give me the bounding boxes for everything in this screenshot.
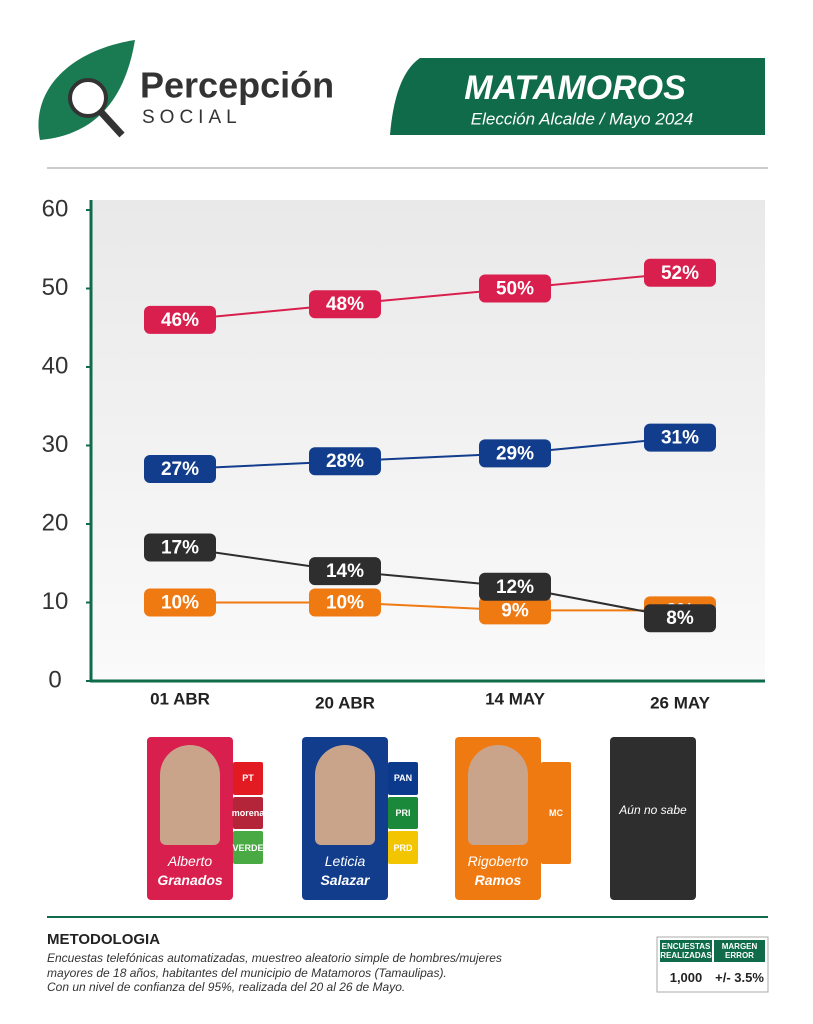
candidate-photo [160,745,220,845]
y-tick-label: 0 [48,666,61,693]
methodology-title: METODOLOGIA [47,931,160,948]
data-label-box [144,533,216,562]
methodology-text: mayores de 18 años, habitantes del munic… [47,965,447,980]
data-label: 52% [661,263,699,284]
data-label-box [144,305,216,334]
x-tick-label: 14 MAY [485,689,546,708]
data-label: 10% [326,593,364,614]
methodology-text: Con un nivel de confianza del 95%, reali… [47,980,406,994]
party-logo: PRI [388,796,418,830]
candidate-photo [468,745,528,845]
data-label-box [479,274,551,303]
data-label: 14% [326,561,364,582]
logo-handle [98,109,125,138]
x-tick-label: 20 ABR [315,693,375,712]
data-label: 17% [161,538,199,559]
data-label-box [479,572,551,601]
series-line [179,436,681,471]
data-label-box [644,423,716,452]
candidate-card: Rigoberto Ramos [455,737,541,900]
data-label-box [309,557,381,586]
data-label: 9% [501,600,529,621]
table-header: MARGEN ERROR [714,940,765,962]
party-logo: VERDE [233,831,264,864]
party-logo: PAN [388,762,418,795]
candidate-photo [315,745,375,845]
party-logo: MC [541,762,571,864]
series-line [179,546,681,620]
candidate-card: Alberto Granados [147,737,233,900]
data-label-box [479,439,551,468]
legend-entry: Alberto Granados [157,853,223,888]
data-label: 31% [661,428,699,449]
legend-entry: Leticia Salazar [320,853,370,888]
logo-lens [68,78,108,118]
table-value: +/- 3.5% [715,970,764,985]
data-label-box [144,588,216,617]
data-label-box [309,447,381,476]
legend-entry: Rigoberto Ramos [467,853,529,888]
data-label-box [479,596,551,625]
table-header: ENCUESTAS REALIZADAS [660,940,712,962]
data-label: 10% [161,593,199,614]
data-label: 50% [496,279,534,300]
y-tick-label: 50 [42,274,69,301]
data-label: 29% [496,443,534,464]
x-tick-label: 01 ABR [150,689,210,708]
data-label: 8% [666,608,694,629]
y-tick-label: 60 [42,195,69,222]
data-label-box [309,588,381,617]
data-label: 28% [326,451,364,472]
candidate-card: Aún no sabe [610,737,696,900]
city: MATAMOROS [464,69,686,107]
subtitle: Elección Alcalde / Mayo 2024 [471,109,693,128]
brand: Percepción [140,65,334,106]
data-label: 46% [161,310,199,331]
x-tick-label: 26 MAY [650,693,711,712]
data-label-box [309,290,381,319]
table-value: 1,000 [669,970,703,985]
banner [390,58,765,135]
brand-sub: SOCIAL [142,107,242,128]
y-tick-label: 40 [42,352,69,379]
data-label-box [644,604,716,633]
data-label: 48% [326,294,364,315]
y-tick-label: 20 [42,509,69,536]
data-label: 12% [496,577,534,598]
methodology-text: Encuestas telefónicas automatizadas, mue… [47,951,502,965]
series-line [180,601,680,612]
table-frame [656,936,769,993]
series-line [179,271,681,321]
party-logo: morena [232,796,264,830]
data-label: 27% [161,459,199,480]
candidate-card: Leticia Salazar [302,737,388,900]
legend-entry: Aún no sabe [619,803,687,817]
data-label-box [644,258,716,287]
y-tick-label: 30 [42,431,69,458]
data-label-box [144,455,216,484]
y-tick-label: 10 [42,588,69,615]
party-logo: PT [233,762,263,795]
party-logo: PRD [388,831,418,864]
